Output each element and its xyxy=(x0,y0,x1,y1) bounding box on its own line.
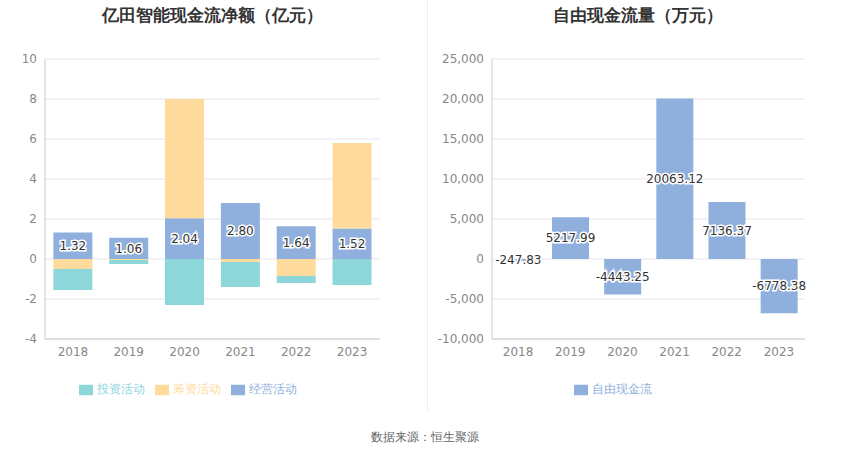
svg-text:2.04: 2.04 xyxy=(171,232,198,246)
svg-text:-6778.38: -6778.38 xyxy=(752,279,806,293)
svg-text:2020: 2020 xyxy=(169,345,200,359)
svg-text:-247.83: -247.83 xyxy=(495,253,541,267)
html-text:自由现金流: 自由现金流 xyxy=(591,382,652,396)
svg-text:0: 0 xyxy=(29,252,37,266)
svg-text:1.52: 1.52 xyxy=(339,237,366,251)
svg-text:-5,000: -5,000 xyxy=(445,292,484,306)
svg-text:7136.37: 7136.37 xyxy=(702,224,752,238)
html-text:自由现金流量（万元）: 自由现金流量（万元） xyxy=(552,5,723,25)
svg-text:5217.99: 5217.99 xyxy=(546,231,596,245)
svg-text:1.32: 1.32 xyxy=(60,239,87,253)
svg-text:-4: -4 xyxy=(25,332,37,346)
svg-text:-10,000: -10,000 xyxy=(438,332,484,346)
html-text:经营活动: 经营活动 xyxy=(248,382,297,396)
svg-text:2023: 2023 xyxy=(764,345,795,359)
svg-text:2018: 2018 xyxy=(503,345,534,359)
svg-text:2.80: 2.80 xyxy=(227,224,254,238)
svg-text:2021: 2021 xyxy=(659,345,690,359)
html-text:亿田智能现金流净额（亿元）: 亿田智能现金流净额（亿元） xyxy=(102,5,323,25)
svg-text:25,000: 25,000 xyxy=(442,52,484,66)
svg-text:1.64: 1.64 xyxy=(283,236,310,250)
svg-text:20,000: 20,000 xyxy=(442,92,484,106)
svg-text:2022: 2022 xyxy=(281,345,312,359)
html-text:筹资活动: 筹资活动 xyxy=(172,382,221,396)
svg-text:8: 8 xyxy=(29,92,37,106)
svg-text:15,000: 15,000 xyxy=(442,132,484,146)
svg-text:-2: -2 xyxy=(25,292,37,306)
html-text:数据来源：恒生聚源: 数据来源：恒生聚源 xyxy=(371,430,479,444)
svg-text:2021: 2021 xyxy=(225,345,256,359)
svg-text:6: 6 xyxy=(29,132,37,146)
svg-text:10,000: 10,000 xyxy=(442,172,484,186)
svg-text:2022: 2022 xyxy=(711,345,742,359)
svg-text:4: 4 xyxy=(29,172,37,186)
svg-text:0: 0 xyxy=(476,252,484,266)
svg-text:2023: 2023 xyxy=(337,345,368,359)
svg-text:1.06: 1.06 xyxy=(115,242,142,256)
html-text:投资活动: 投资活动 xyxy=(96,382,145,396)
svg-text:2020: 2020 xyxy=(607,345,638,359)
svg-text:2: 2 xyxy=(29,212,37,226)
svg-text:2018: 2018 xyxy=(58,345,89,359)
svg-text:10: 10 xyxy=(22,52,37,66)
svg-text:2019: 2019 xyxy=(555,345,586,359)
svg-text:20063.12: 20063.12 xyxy=(646,172,703,186)
svg-text:5,000: 5,000 xyxy=(450,212,484,226)
svg-text:2019: 2019 xyxy=(113,345,144,359)
svg-text:-4443.25: -4443.25 xyxy=(596,270,650,284)
